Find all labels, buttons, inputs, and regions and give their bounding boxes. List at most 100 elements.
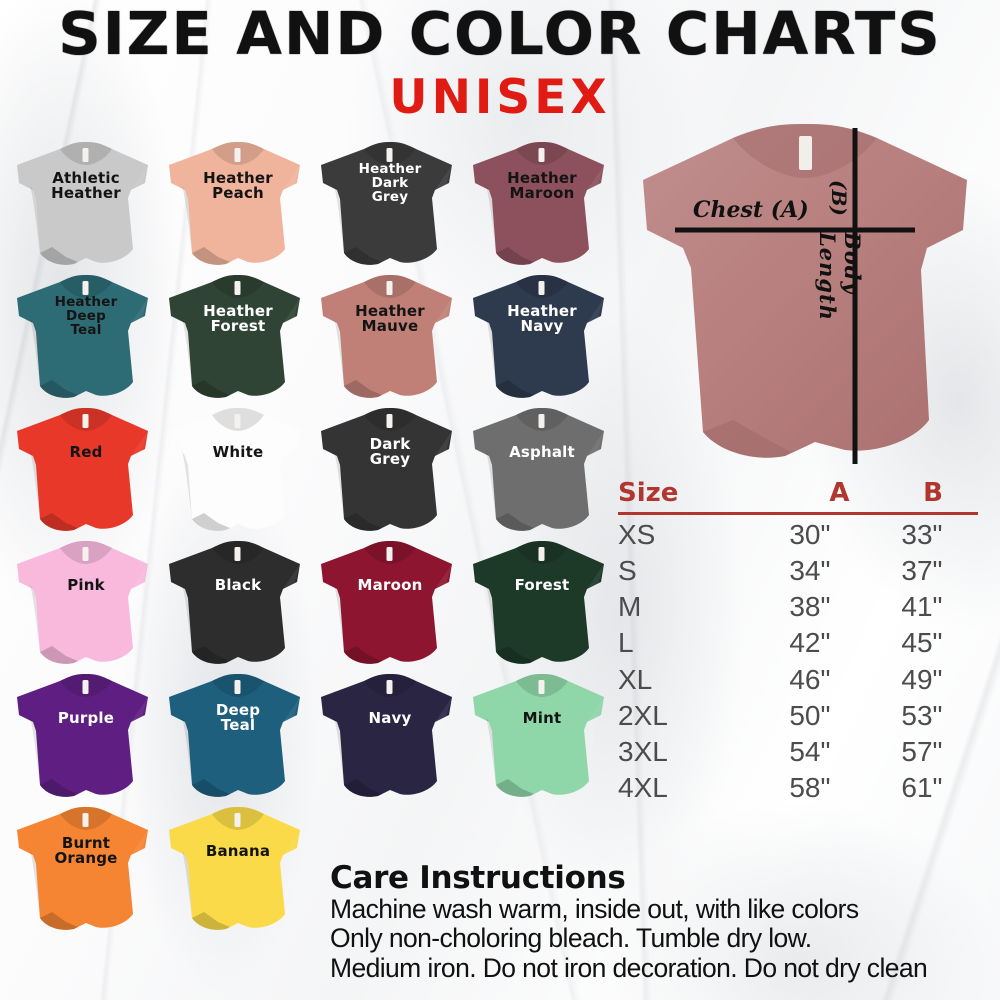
tshirt-shape — [16, 274, 156, 400]
size-chart-table: Size A B XS 30" 33" S 34" 37" M 38" 41" L 42" 45" XL… — [618, 478, 978, 806]
shirt-body — [643, 124, 967, 458]
swatch-row: Athletic Heather Heather Peach Heather Dark Gr… — [10, 135, 620, 268]
table-cell: 30" — [789, 519, 831, 550]
color-swatch-heather-deep-teal[interactable]: Heather Deep Teal — [10, 268, 162, 401]
color-swatch-mint[interactable]: Mint — [466, 667, 618, 800]
color-swatch-banana[interactable]: Banana — [162, 800, 314, 933]
size-table-body: XS 30" 33" S 34" 37" M 38" 41" L 42" 45" XL 46" 49" 2XL… — [618, 517, 978, 806]
color-swatch-heather-navy[interactable]: Heather Navy — [466, 268, 618, 401]
care-instructions-lines: Machine wash warm, inside out, with like… — [330, 894, 998, 984]
color-swatch-burnt-orange[interactable]: Burnt Orange — [10, 800, 162, 933]
table-cell: 49" — [901, 663, 943, 695]
measurement-shirt-svg — [643, 124, 967, 464]
tshirt-icon — [17, 807, 148, 930]
table-cell: 54" — [789, 735, 831, 767]
table-row: L 42" 45" — [618, 625, 978, 661]
color-swatch-heather-peach[interactable]: Heather Peach — [162, 135, 314, 268]
tshirt-icon — [473, 142, 604, 265]
tshirt-icon — [473, 275, 604, 398]
color-swatch-deep-teal[interactable]: Deep Teal — [162, 667, 314, 800]
swatch-row: Purple Deep Teal Navy Mint — [10, 667, 620, 800]
color-swatch-forest[interactable]: Forest — [466, 534, 618, 667]
table-cell: 34" — [789, 555, 831, 587]
color-swatch-athletic-heather[interactable]: Athletic Heather — [10, 135, 162, 268]
tshirt-icon — [17, 142, 148, 265]
tshirt-icon — [321, 275, 452, 398]
page-subtitle: UNISEX — [389, 70, 611, 125]
tshirt-icon — [17, 674, 148, 797]
tshirt-shape — [320, 274, 460, 400]
page-title: SIZE AND COLOR CHARTS — [58, 0, 942, 68]
color-swatch-red[interactable]: Red — [10, 401, 162, 534]
body-length-label: Body Length — [815, 232, 865, 322]
table-cell: 50" — [789, 699, 831, 731]
table-cell: 61" — [901, 772, 943, 804]
color-swatch-pink[interactable]: Pink — [10, 534, 162, 667]
tshirt-icon — [17, 408, 148, 531]
chest-measure-label: Chest (A) — [693, 197, 809, 223]
color-swatch-dark-grey[interactable]: Dark Grey — [314, 401, 466, 534]
table-cell: 37" — [901, 555, 943, 587]
table-cell: 3XL — [618, 735, 668, 767]
color-swatch-navy[interactable]: Navy — [314, 667, 466, 800]
swatch-row: Red White Dark Grey Asphalt — [10, 401, 620, 534]
tshirt-shape — [16, 806, 156, 932]
tshirt-icon — [321, 674, 452, 797]
table-cell: XL — [618, 663, 653, 695]
tshirt-shape — [168, 274, 308, 400]
measurement-diagram-shirt: Chest (A) (B) Body Length — [615, 120, 995, 470]
color-swatch-heather-mauve[interactable]: Heather Mauve — [314, 268, 466, 401]
care-instruction-line: Medium iron. Do not iron decoration. Do … — [330, 952, 928, 983]
table-cell: 2XL — [618, 699, 668, 731]
body-length-b-label: (B) — [827, 180, 851, 216]
table-cell: 57" — [901, 735, 943, 767]
color-swatch-heather-dark-grey[interactable]: Heather Dark Grey — [314, 135, 466, 268]
size-table-rule — [618, 512, 978, 515]
tshirt-icon — [169, 408, 300, 531]
tshirt-shape — [472, 407, 612, 533]
size-table-body-element: XS 30" 33" S 34" 37" M 38" 41" L 42" 45" XL 46" 49" 2XL… — [618, 517, 978, 806]
table-cell: L — [618, 627, 634, 659]
color-swatch-white[interactable]: White — [162, 401, 314, 534]
tshirt-icon — [17, 541, 148, 664]
swatch-row: Pink Black Maroon Forest — [10, 534, 620, 667]
size-table-head: Size A B — [618, 478, 978, 512]
care-instruction-line: Only non-choloring bleach. Tumble dry lo… — [330, 923, 812, 954]
table-cell: 41" — [901, 591, 943, 623]
tshirt-icon — [169, 541, 300, 664]
color-swatch-purple[interactable]: Purple — [10, 667, 162, 800]
header-size: Size — [618, 478, 679, 508]
color-swatch-heather-maroon[interactable]: Heather Maroon — [466, 135, 618, 268]
tshirt-icon — [473, 408, 604, 531]
tshirt-icon — [473, 541, 604, 664]
table-row: M 38" 41" — [618, 589, 978, 625]
header-a: A — [829, 478, 850, 508]
tshirt-icon — [17, 275, 148, 398]
table-row: S 34" 37" — [618, 553, 978, 589]
tshirt-icon — [169, 674, 300, 797]
color-swatch-maroon[interactable]: Maroon — [314, 534, 466, 667]
table-cell: 33" — [901, 519, 943, 550]
shirt-knot — [703, 420, 815, 458]
table-cell: M — [618, 591, 642, 623]
shirt-neck-tag — [799, 136, 812, 170]
tshirt-shape — [472, 540, 612, 666]
color-swatch-asphalt[interactable]: Asphalt — [466, 401, 618, 534]
tshirt-icon — [321, 541, 452, 664]
table-cell: 45" — [901, 627, 943, 659]
care-instructions-title: Care Instructions — [330, 860, 626, 896]
tshirt-icon — [473, 674, 604, 797]
color-swatch-heather-forest[interactable]: Heather Forest — [162, 268, 314, 401]
table-row: 3XL 54" 57" — [618, 734, 978, 770]
tshirt-shape — [168, 806, 308, 932]
color-swatch-black[interactable]: Black — [162, 534, 314, 667]
header-b: B — [923, 478, 943, 508]
table-cell: 58" — [789, 772, 831, 804]
tshirt-shape — [320, 540, 460, 666]
tshirt-shape — [16, 540, 156, 666]
tshirt-icon — [169, 807, 300, 930]
tshirt-shape — [320, 407, 460, 533]
table-cell: XS — [618, 519, 656, 550]
table-row: 2XL 50" 53" — [618, 698, 978, 734]
tshirt-shape — [168, 673, 308, 799]
